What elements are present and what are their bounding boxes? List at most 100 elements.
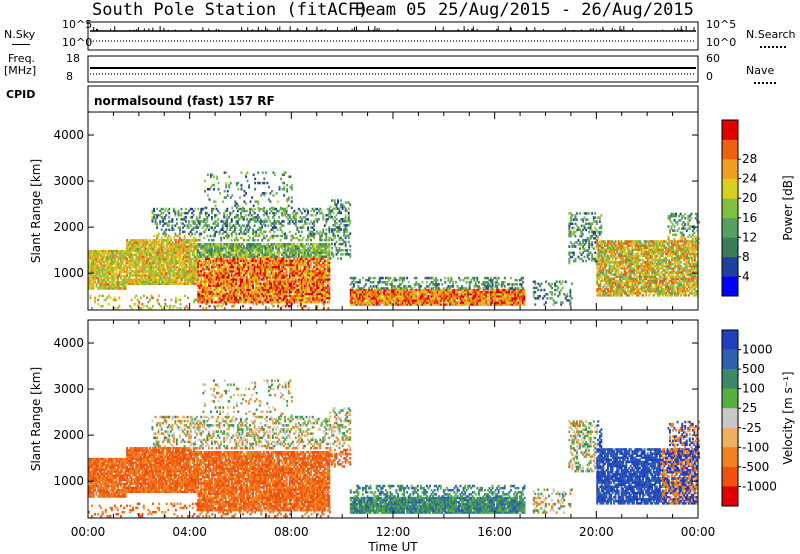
heatmap-cell [269, 263, 271, 267]
heatmap-cell [149, 257, 151, 261]
heatmap-cell [196, 268, 199, 271]
heatmap-cell [110, 268, 113, 272]
heatmap-cell [262, 255, 265, 258]
heatmap-cell [229, 278, 232, 281]
heatmap-cell [262, 257, 265, 260]
heatmap-cell [101, 285, 104, 288]
heatmap-cell [179, 268, 182, 271]
heatmap-cell [149, 280, 151, 283]
heatmap-cell [259, 267, 262, 271]
heatmap-cell [91, 264, 93, 267]
heatmap-cell [258, 267, 261, 271]
heatmap-cell [165, 253, 168, 257]
heatmap-cell [95, 264, 98, 267]
heatmap-cell [250, 276, 253, 279]
heatmap-cell [224, 274, 227, 277]
heatmap-cell [118, 287, 121, 290]
heatmap-cell [270, 255, 273, 258]
heatmap-cell [215, 263, 218, 267]
heatmap-cell [288, 243, 291, 246]
heatmap-cell [250, 249, 253, 252]
heatmap-cell [118, 285, 121, 288]
heatmap-cell [156, 274, 159, 277]
heatmap-cell [203, 284, 206, 287]
heatmap-cell [115, 268, 118, 272]
heatmap-cell [243, 294, 245, 298]
heatmap-cell [194, 276, 197, 279]
heatmap-cell [322, 214, 325, 217]
heatmap-cell [209, 286, 212, 289]
heatmap-cell [334, 199, 336, 202]
heatmap-cell [230, 269, 233, 273]
heatmap-cell [206, 294, 209, 298]
heatmap-cell [288, 265, 291, 269]
heatmap-cell [209, 245, 212, 248]
heatmap-cell [132, 239, 135, 242]
heatmap-cell [135, 278, 138, 281]
heatmap-cell [209, 234, 212, 238]
heatmap-cell [230, 298, 233, 302]
heatmap-cell [135, 245, 138, 248]
heatmap-cell [104, 260, 107, 263]
heatmap-cell [120, 283, 122, 286]
heatmap-cell [158, 243, 161, 246]
heatmap-cell [97, 272, 100, 276]
heatmap-cell [158, 241, 161, 244]
heatmap-cell [168, 243, 171, 246]
heatmap-cell [241, 284, 244, 287]
heatmap-cell [229, 257, 232, 260]
heatmap-cell [100, 260, 103, 263]
heatmap-cell [112, 274, 115, 278]
heatmap-cell [92, 274, 95, 278]
heatmap-cell [160, 228, 163, 231]
heatmap-cell [109, 276, 112, 280]
heatmap-cell [249, 236, 251, 240]
heatmap-cell [221, 280, 224, 283]
heatmap-cell [249, 245, 251, 248]
heatmap-cell [204, 257, 207, 260]
heatmap-cell [262, 245, 265, 248]
heatmap-cell [171, 253, 174, 257]
heatmap-cell [285, 253, 288, 256]
heatmap-cell [209, 280, 212, 283]
heatmap-cell [337, 199, 339, 202]
heatmap-cell [278, 294, 280, 298]
heatmap-cell [147, 243, 150, 246]
heatmap-cell [152, 241, 154, 244]
heatmap-cell [133, 259, 136, 263]
heatmap-cell [340, 228, 342, 231]
heatmap-cell [307, 218, 309, 221]
heatmap-cell [190, 266, 193, 269]
heatmap-cell [215, 282, 218, 285]
heatmap-cell [290, 280, 293, 283]
heatmap-cell [258, 296, 261, 300]
heatmap-cell [110, 258, 113, 261]
heatmap-cell [135, 264, 138, 267]
heatmap-cell [165, 257, 168, 261]
heatmap-cell [265, 234, 268, 238]
heatmap-cell [126, 261, 128, 265]
heatmap-cell [255, 249, 258, 252]
heatmap-cell [92, 258, 95, 261]
heatmap-cell [144, 274, 147, 277]
heatmap-cell [142, 264, 145, 267]
heatmap-cell [218, 269, 221, 273]
heatmap-cell [214, 261, 216, 265]
heatmap-cell [227, 272, 230, 275]
heatmap-cell [98, 260, 101, 263]
nsky-panel [87, 21, 699, 51]
heatmap-cell [291, 288, 294, 292]
heatmap-cell [220, 245, 223, 248]
heatmap-cell [265, 243, 268, 246]
heatmap-cell [249, 257, 251, 260]
heatmap-cell [287, 257, 290, 260]
heatmap-cell [118, 274, 121, 278]
heatmap-cell [141, 255, 144, 259]
heatmap-cell [112, 254, 115, 257]
heatmap-cell [236, 255, 239, 258]
heatmap-cell [278, 216, 280, 219]
heatmap-cell [198, 274, 201, 277]
heatmap-cell [223, 288, 226, 292]
heatmap-cell [133, 241, 136, 244]
heatmap-cell [91, 278, 93, 282]
